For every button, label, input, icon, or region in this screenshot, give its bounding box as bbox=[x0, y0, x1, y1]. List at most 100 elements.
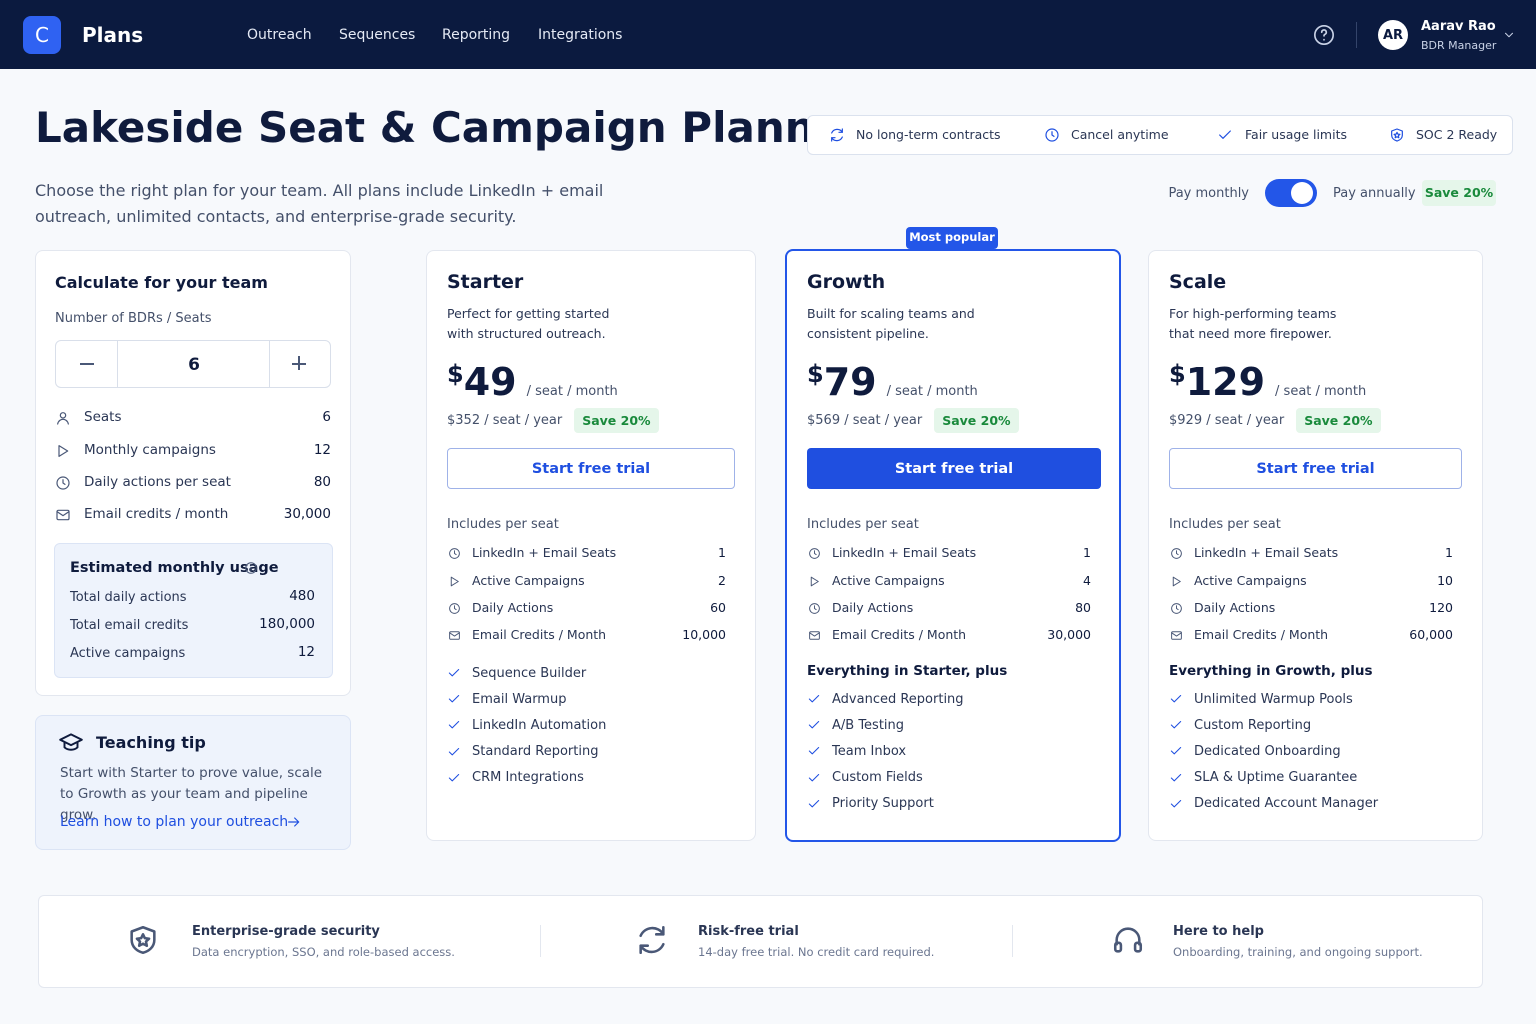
stat-value: 30,000 bbox=[283, 506, 331, 523]
save-badge bbox=[1422, 180, 1496, 206]
cta-text[interactable]: Start free trial bbox=[531, 460, 651, 477]
stat-value: 12 bbox=[313, 442, 331, 459]
price-currency: $ bbox=[447, 360, 464, 388]
price-currency: $ bbox=[807, 360, 824, 388]
include-icon bbox=[448, 547, 460, 559]
stat-icon bbox=[57, 412, 69, 425]
check-icon bbox=[808, 694, 820, 703]
feature: Sequence Builder bbox=[472, 665, 587, 681]
stepper bbox=[55, 340, 331, 388]
check-icon bbox=[448, 695, 460, 703]
tip-title: Teaching tip bbox=[96, 733, 206, 752]
usage-value: 12 bbox=[297, 644, 315, 661]
stat-icon bbox=[56, 509, 70, 521]
stat-value: 80 bbox=[313, 474, 331, 491]
plan-save: Save 20% bbox=[574, 407, 659, 433]
feature: LinkedIn Automation bbox=[472, 717, 607, 733]
tip-link[interactable]: Learn how to plan your outreach bbox=[60, 814, 289, 830]
toggle-knob bbox=[1291, 182, 1313, 204]
tip-icon bbox=[59, 733, 83, 751]
plan-description: Perfect for getting started with structu… bbox=[447, 306, 610, 341]
page-title: Lakeside Seat & Campaign Planner bbox=[35, 103, 864, 152]
badge-text: Fair usage limits bbox=[1245, 126, 1347, 142]
plan-description: For high-performing teams that need more… bbox=[1169, 306, 1337, 341]
include-icon bbox=[1172, 576, 1181, 586]
badge-text: Cancel anytime bbox=[1071, 126, 1169, 142]
include-icon bbox=[450, 576, 459, 586]
cta-text[interactable]: Start free trial bbox=[894, 460, 1014, 477]
price-row: $49 / seat / month bbox=[447, 360, 618, 408]
feature: Email Warmup bbox=[472, 691, 567, 707]
check-icon bbox=[1170, 721, 1182, 729]
logo-tile bbox=[23, 16, 61, 54]
yearly-row: $352 / seat / year Save 20% bbox=[447, 407, 659, 433]
include-icon bbox=[448, 630, 460, 640]
include-value: 80 bbox=[1075, 599, 1091, 615]
yearly-price: $352 / seat / year bbox=[447, 412, 563, 428]
include-label: Daily Actions bbox=[1194, 599, 1276, 615]
include-icon bbox=[1170, 602, 1182, 614]
check-icon bbox=[808, 721, 820, 729]
stat-label: Daily actions per seat bbox=[84, 474, 231, 491]
check-icon bbox=[1170, 694, 1182, 703]
footer-bar bbox=[38, 895, 1483, 988]
include-value: 60 bbox=[710, 599, 726, 615]
user-role: BDR Manager bbox=[1421, 38, 1497, 52]
avatar bbox=[1378, 20, 1408, 50]
include-label: Email Credits / Month bbox=[1194, 626, 1329, 642]
check-icon bbox=[1170, 747, 1182, 755]
tip-card bbox=[35, 715, 351, 850]
usage-title: Estimated monthly usage bbox=[70, 559, 279, 576]
feature: Team Inbox bbox=[832, 743, 907, 759]
tip-arrow bbox=[288, 817, 300, 827]
check-icon bbox=[448, 773, 460, 782]
badge-icon bbox=[1391, 128, 1403, 142]
plan-card bbox=[1148, 250, 1483, 841]
badge-text: SOC 2 Ready bbox=[1416, 126, 1498, 142]
include-label: Email Credits / Month bbox=[472, 626, 607, 642]
check-icon bbox=[808, 799, 820, 808]
price-price: 79 bbox=[823, 360, 877, 404]
include-label: LinkedIn + Email Seats bbox=[472, 544, 617, 560]
stat-icon bbox=[58, 445, 69, 457]
feature: Dedicated Onboarding bbox=[1194, 743, 1341, 759]
nav-link[interactable]: Integrations bbox=[538, 27, 623, 43]
price-currency: $ bbox=[1169, 360, 1186, 388]
popular-badge bbox=[906, 227, 998, 249]
include-value: 10 bbox=[1437, 572, 1453, 588]
price-price: 129 bbox=[1185, 360, 1266, 404]
include-icon bbox=[1170, 547, 1182, 559]
feature: Standard Reporting bbox=[472, 744, 599, 760]
feature: A/B Testing bbox=[832, 717, 905, 733]
include-value: 1 bbox=[1445, 544, 1453, 560]
check-icon bbox=[808, 773, 820, 782]
includes-title: Includes per seat bbox=[1169, 516, 1281, 532]
footer-icon bbox=[130, 925, 156, 955]
calc-title: Calculate for your team bbox=[55, 273, 268, 292]
billing-annually: Pay annually bbox=[1333, 185, 1416, 201]
include-icon bbox=[808, 602, 820, 614]
cta-button[interactable] bbox=[1169, 448, 1462, 489]
usage-value: 480 bbox=[289, 588, 315, 605]
cta-button[interactable] bbox=[447, 448, 735, 489]
nav-link[interactable]: Outreach bbox=[247, 27, 312, 43]
include-label: Active Campaigns bbox=[1194, 572, 1307, 588]
cta-text[interactable]: Start free trial bbox=[1256, 460, 1375, 477]
stat-value: 6 bbox=[322, 409, 331, 426]
plus-v bbox=[298, 356, 300, 370]
seat-count: 6 bbox=[188, 354, 200, 375]
plan-description: Built for scaling teams and consistent p… bbox=[807, 306, 975, 341]
include-label: LinkedIn + Email Seats bbox=[832, 544, 977, 560]
yearly-price: $569 / seat / year bbox=[807, 412, 923, 428]
footer-divider bbox=[540, 925, 541, 957]
include-value: 4 bbox=[1083, 572, 1091, 588]
include-value: 10,000 bbox=[682, 626, 726, 642]
cta-button[interactable] bbox=[807, 448, 1101, 489]
plan-card bbox=[426, 250, 756, 841]
nav-link[interactable]: Sequences bbox=[339, 27, 416, 43]
include-value: 2 bbox=[718, 572, 726, 588]
yearly-row: $569 / seat / year Save 20% bbox=[807, 407, 1019, 433]
nav-link[interactable]: Reporting bbox=[442, 27, 511, 43]
badge-icon bbox=[1219, 130, 1231, 139]
